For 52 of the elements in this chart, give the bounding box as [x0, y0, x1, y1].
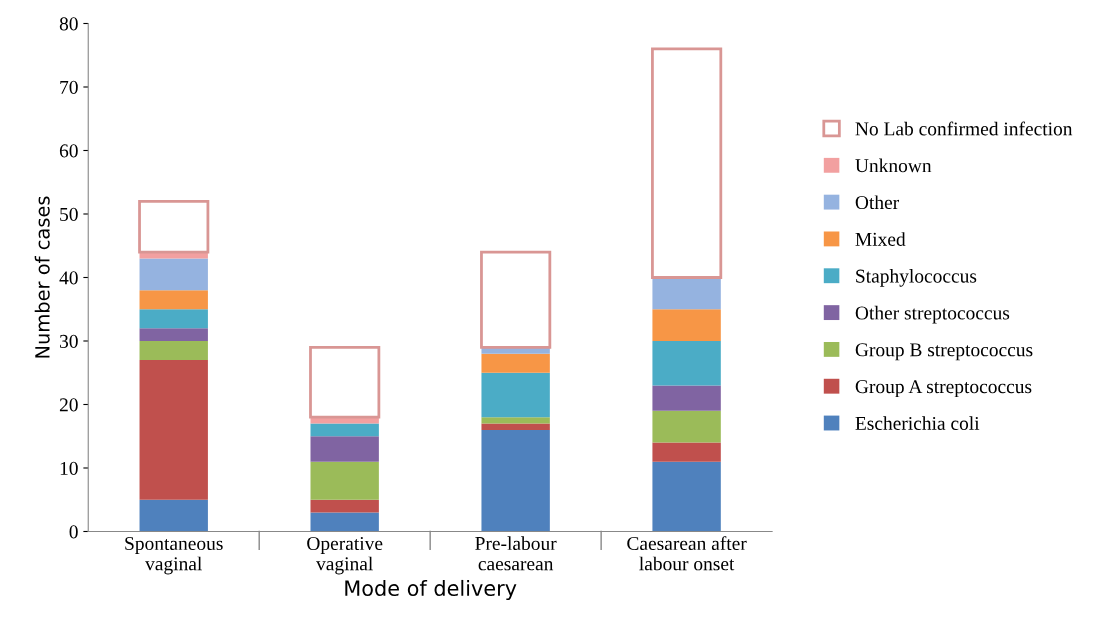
bar: [652, 410, 721, 443]
legend-label: Group A streptococcus: [855, 380, 1032, 398]
y-tick-label: 50: [60, 207, 78, 221]
bar: [310, 436, 379, 462]
legend-label: No Lab confirmed infection: [855, 121, 1073, 136]
x-tick-label: Operative vaginal: [307, 536, 383, 575]
bar: [309, 345, 381, 419]
legend-label: Staphylococcus: [856, 269, 977, 287]
bar: [310, 499, 379, 513]
bar: [651, 47, 723, 279]
y-axis-title: Number of cases: [34, 196, 50, 358]
y-tick-label: 40: [59, 271, 78, 285]
bar: [139, 360, 208, 500]
bar: [310, 512, 379, 532]
y-tick-label: 60: [59, 144, 78, 158]
legend-label: Mixed: [855, 232, 906, 246]
x-axis-title: Mode of delivery: [345, 579, 517, 601]
bar: [481, 353, 550, 373]
y-tick-label: 20: [59, 398, 78, 412]
legend-label: Other: [855, 195, 900, 210]
bar: [310, 423, 379, 437]
legend-label: Group B streptococcus: [855, 343, 1033, 361]
bar: [652, 461, 721, 532]
bar: [139, 340, 208, 361]
bar: [139, 328, 208, 341]
bar: [652, 277, 721, 310]
bar: [480, 250, 552, 349]
y-tick-label: 0: [69, 525, 78, 539]
y-tick-label: 80: [59, 17, 78, 31]
bar: [652, 340, 721, 386]
legend-label: Escherichia coli: [855, 416, 980, 430]
x-tick-label: Pre-labour caesarean: [475, 536, 557, 571]
bar: [652, 385, 721, 411]
y-tick-label: 70: [60, 80, 78, 94]
bar: [481, 417, 550, 424]
bar: [481, 429, 550, 532]
y-tick-label: 10: [60, 461, 78, 475]
bar: [139, 258, 208, 291]
legend-label: Other streptococcus: [855, 305, 1010, 324]
bar: [652, 309, 721, 341]
bar: [138, 199, 210, 254]
bar: [139, 290, 208, 310]
bar: [481, 372, 550, 418]
x-tick-label: Spontaneous vaginal: [125, 536, 223, 575]
y-tick-label: 30: [60, 334, 78, 348]
legend-label: Unknown: [855, 158, 932, 173]
bar: [139, 499, 208, 532]
x-tick-label: Caesarean after labour onset: [627, 536, 747, 571]
bar: [310, 461, 379, 500]
bar: [481, 423, 550, 430]
bar: [139, 309, 208, 329]
bar: [652, 442, 721, 462]
